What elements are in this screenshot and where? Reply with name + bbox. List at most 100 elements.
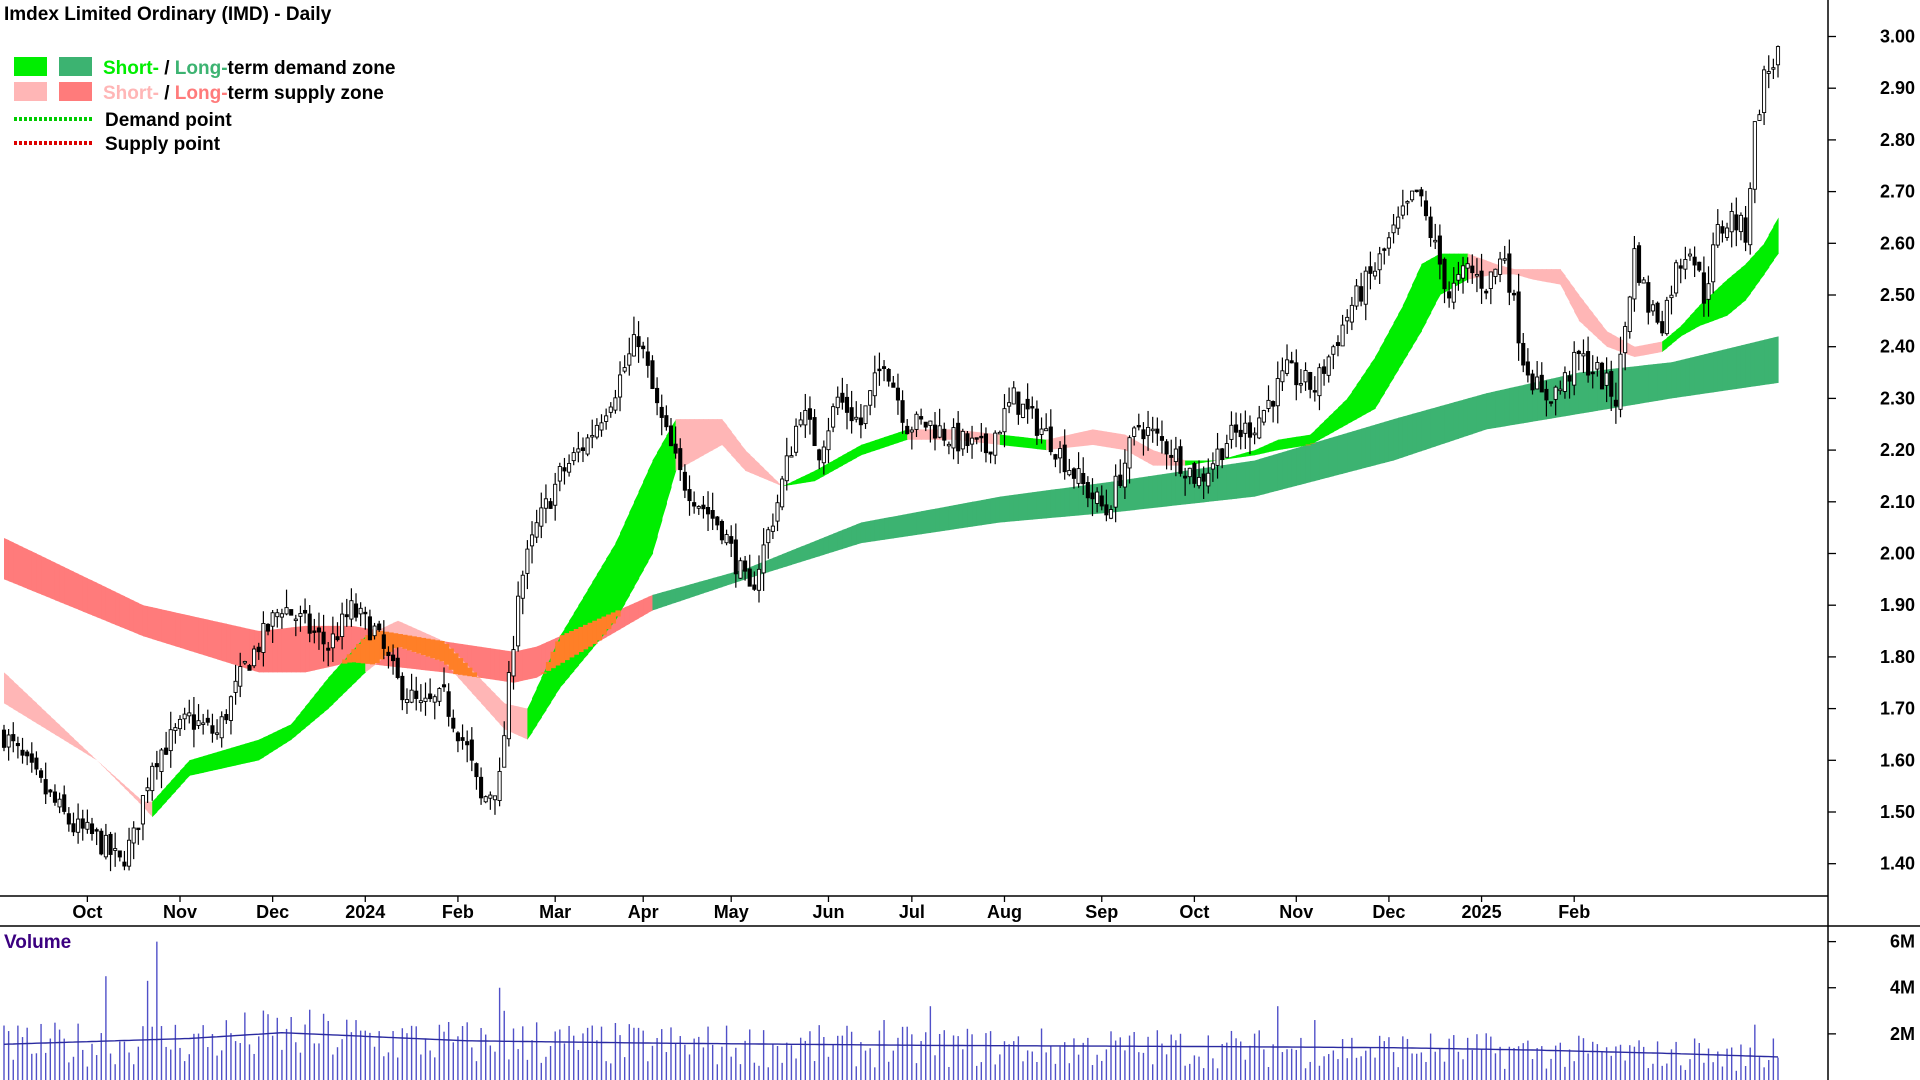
long-zone-slice (481, 646, 487, 679)
candle-body (997, 431, 1002, 435)
candle-body (1257, 417, 1262, 439)
price-tick-label: 3.00 (1880, 27, 1915, 47)
long-zone-slice (124, 596, 130, 631)
candle-body (1590, 371, 1595, 375)
candle-body (1053, 454, 1058, 460)
candle-body (979, 435, 984, 439)
long-zone-slice (1740, 344, 1747, 389)
candle-body (719, 520, 724, 541)
short-zone-slice (92, 755, 98, 761)
long-zone-slice (953, 504, 959, 530)
long-zone-slice (1648, 364, 1654, 403)
short-zone-slice (1259, 445, 1265, 455)
short-zone-slice (133, 793, 139, 803)
long-zone-slice (1249, 460, 1256, 498)
candle-body (1178, 446, 1183, 474)
candle-body (270, 612, 275, 627)
short-zone-slice (240, 743, 246, 765)
candle-body (1044, 428, 1049, 432)
long-term-zone (4, 336, 1779, 683)
long-zone-slice (68, 569, 75, 608)
legend-supply-zone: Short- / Long-term supply zone (103, 83, 384, 104)
time-tick-label: Feb (442, 902, 474, 922)
short-zone-slice (1666, 333, 1673, 348)
short-zone-slice (286, 724, 292, 743)
time-tick-label: Jul (899, 902, 925, 922)
long-zone-slice (1657, 363, 1663, 401)
short-zone-slice (1342, 398, 1348, 427)
long-zone-slice (1449, 402, 1455, 442)
short-zone-slice (1759, 243, 1765, 281)
long-zone-slice (1305, 443, 1311, 484)
short-zone-slice (624, 512, 630, 604)
long-zone-slice (870, 519, 876, 542)
long-zone-slice (17, 544, 24, 587)
short-zone-slice (633, 491, 640, 588)
candle-body (502, 735, 507, 768)
long-zone-slice (532, 646, 538, 679)
price-tick-label: 1.40 (1880, 854, 1915, 874)
candle-body (900, 400, 905, 423)
volume-tick-label: 2M (1890, 1024, 1915, 1044)
candle-body (1326, 356, 1331, 376)
candle-body (682, 471, 687, 491)
long-zone-slice (652, 593, 658, 611)
long-zone-slice (629, 603, 635, 624)
candle-body (1372, 270, 1378, 277)
candle-body (729, 536, 734, 544)
long-zone-slice (527, 647, 533, 680)
short-zone-slice (1402, 295, 1409, 363)
candle-body (784, 455, 789, 482)
candle-body (127, 839, 132, 867)
long-zone-slice (921, 510, 927, 535)
candle-body (1692, 256, 1697, 266)
candle-body (11, 734, 16, 742)
short-zone-slice (1611, 333, 1617, 351)
short-zone-slice (1310, 430, 1316, 445)
price-tick-label: 1.70 (1880, 699, 1915, 719)
candle-body (631, 334, 636, 357)
long-zone-slice (221, 622, 227, 663)
zone-overlap (388, 632, 394, 653)
candle-body (358, 607, 363, 615)
short-zone-slice (1328, 411, 1334, 435)
long-zone-slice (800, 544, 806, 562)
long-zone-slice (1407, 413, 1413, 456)
long-zone-slice (1625, 366, 1631, 407)
long-zone-slice (1046, 489, 1052, 519)
zone-overlap (342, 659, 348, 664)
candle-body (312, 630, 317, 633)
short-zone-slice (754, 459, 760, 477)
candle-body (1669, 294, 1674, 299)
long-zone-slice (1444, 403, 1450, 444)
long-zone-slice (203, 618, 209, 657)
candle-body (525, 548, 530, 574)
long-zone-slice (64, 567, 70, 606)
candle-body (1243, 422, 1248, 434)
candle-body (821, 446, 826, 464)
long-zone-slice (541, 642, 547, 675)
candle-body (1368, 266, 1373, 274)
short-zone-slice (819, 465, 825, 479)
candle-body (1641, 279, 1646, 284)
long-zone-slice (1254, 459, 1260, 497)
long-zone-slice (684, 584, 691, 600)
candle-body (1122, 462, 1127, 488)
long-zone-slice (494, 648, 501, 681)
short-zone-slice (763, 468, 769, 481)
time-tick-label: 2025 (1462, 902, 1502, 922)
short-zone-slice (1240, 452, 1246, 458)
short-zone-slice (921, 429, 927, 440)
short-zone-slice (1319, 421, 1325, 440)
candle-body (1085, 482, 1090, 499)
long-zone-slice (1666, 362, 1673, 400)
candle-body (826, 430, 831, 451)
candle-body (1058, 448, 1063, 459)
short-zone-slice (721, 419, 728, 451)
short-zone-slice (1648, 343, 1654, 355)
candle-body (303, 609, 308, 614)
short-zone-slice (4, 672, 10, 707)
short-zone-slice (175, 770, 181, 792)
candle-body (1210, 463, 1215, 470)
short-zone-slice (221, 749, 227, 769)
